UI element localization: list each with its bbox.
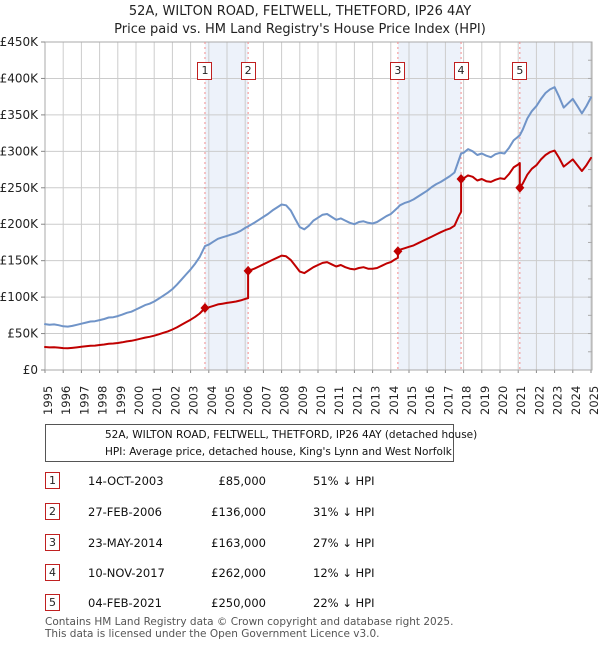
series-hpi — [44, 86, 592, 328]
x-axis-label: 2012 — [350, 386, 364, 415]
transaction-date: 10-NOV-2017 — [88, 566, 165, 580]
sale-marker — [393, 246, 403, 257]
transaction-date: 04-FEB-2021 — [88, 596, 162, 610]
x-axis-label: 2000 — [132, 386, 146, 415]
x-axis-label: 2019 — [478, 386, 492, 415]
licence-footer-line2: This data is licensed under the Open Gov… — [45, 627, 380, 640]
transaction-price: £163,000 — [211, 536, 266, 550]
x-axis-label: 1997 — [77, 386, 91, 415]
x-axis-label: 2016 — [423, 386, 437, 415]
transaction-hpi-delta: 22% ↓ HPI — [313, 596, 375, 610]
x-axis-label: 2008 — [278, 386, 292, 415]
x-axis-label: 2018 — [460, 386, 474, 415]
x-axis-label: 1999 — [114, 386, 128, 415]
transaction-price: £250,000 — [211, 596, 266, 610]
x-axis-label: 1998 — [96, 386, 110, 415]
x-axis-label: 2021 — [514, 386, 528, 415]
x-axis-label: 2009 — [296, 386, 310, 415]
y-axis-label: £200K — [0, 217, 39, 231]
y-axis-label: £400K — [0, 71, 39, 85]
sale-marker — [200, 303, 210, 314]
sale-marker — [243, 265, 253, 276]
y-axis-label: £150K — [0, 254, 39, 268]
chart-legend: 52A, WILTON ROAD, FELTWELL, THETFORD, IP… — [45, 424, 477, 462]
transaction-price: £262,000 — [211, 566, 266, 580]
transaction-row: 3 23-MAY-2014 £163,000 27% ↓ HPI — [45, 534, 565, 552]
transaction-hpi-delta: 51% ↓ HPI — [313, 474, 375, 488]
transaction-row: 2 27-FEB-2006 £136,000 31% ↓ HPI — [45, 503, 565, 521]
licence-footer: Contains HM Land Registry data © Crown c… — [45, 616, 454, 640]
legend-label-hpi: HPI: Average price, detached house, King… — [105, 445, 452, 458]
x-axis-label: 2001 — [150, 386, 164, 415]
x-axis-label: 2015 — [405, 386, 419, 415]
licence-footer-line1: Contains HM Land Registry data © Crown c… — [45, 616, 454, 628]
x-axis-label: 2017 — [441, 386, 455, 415]
transaction-number-badge: 5 — [45, 594, 60, 611]
x-axis-label: 2005 — [223, 386, 237, 415]
x-axis-label: 2023 — [551, 386, 565, 415]
transaction-date: 23-MAY-2014 — [88, 536, 163, 550]
x-axis-label: 2011 — [332, 386, 346, 415]
ownership-band — [397, 42, 462, 370]
transaction-hpi-delta: 31% ↓ HPI — [313, 505, 375, 519]
y-axis-label: £450K — [0, 35, 39, 49]
y-axis-label: £0 — [23, 363, 38, 377]
transaction-row: 1 14-OCT-2003 £85,000 51% ↓ HPI — [45, 472, 565, 490]
x-axis-label: 2010 — [314, 386, 328, 415]
transaction-number-badge: 1 — [45, 472, 60, 489]
legend-item-hpi: HPI: Average price, detached house, King… — [46, 444, 453, 459]
x-axis-label: 2004 — [205, 386, 219, 415]
x-axis-label: 2007 — [259, 386, 273, 415]
ownership-band — [519, 42, 592, 370]
sale-marker — [456, 174, 466, 185]
transaction-row: 4 10-NOV-2017 £262,000 12% ↓ HPI — [45, 564, 565, 582]
page-subtitle: Price paid vs. HM Land Registry's House … — [114, 22, 486, 37]
sale-marker — [515, 182, 525, 193]
x-axis-label: 2022 — [532, 386, 546, 415]
x-axis-label: 2002 — [168, 386, 182, 415]
sale-number-label: 5 — [512, 62, 528, 80]
sale-number-label: 1 — [197, 62, 213, 80]
x-axis-label: 1996 — [59, 386, 73, 415]
transaction-date: 27-FEB-2006 — [88, 505, 162, 519]
x-axis-label: 2013 — [369, 386, 383, 415]
x-axis-label: 2024 — [569, 386, 583, 415]
hpi-line-swatch — [58, 450, 96, 453]
price-paid-line-swatch — [58, 433, 96, 436]
transaction-date: 14-OCT-2003 — [88, 474, 164, 488]
sale-number-label: 3 — [390, 62, 406, 80]
y-axis-label: £100K — [0, 290, 39, 304]
transaction-row: 5 04-FEB-2021 £250,000 22% ↓ HPI — [45, 594, 565, 612]
transaction-price: £85,000 — [218, 474, 266, 488]
transaction-number-badge: 2 — [45, 503, 60, 520]
legend-item-price-paid: 52A, WILTON ROAD, FELTWELL, THETFORD, IP… — [46, 427, 477, 442]
sale-number-label: 4 — [453, 62, 469, 80]
x-axis-label: 2020 — [496, 386, 510, 415]
transaction-number-badge: 3 — [45, 534, 60, 551]
transaction-price: £136,000 — [211, 505, 266, 519]
legend-label-price-paid: 52A, WILTON ROAD, FELTWELL, THETFORD, IP… — [105, 428, 478, 441]
page-title: 52A, WILTON ROAD, FELTWELL, THETFORD, IP… — [128, 4, 472, 19]
x-axis-label: 2025 — [587, 386, 600, 415]
x-axis-label: 2006 — [241, 386, 255, 415]
x-axis-label: 2003 — [187, 386, 201, 415]
y-axis-label: £350K — [0, 108, 39, 122]
y-axis-label: £250K — [0, 181, 39, 195]
sale-number-label: 2 — [240, 62, 256, 80]
transaction-hpi-delta: 27% ↓ HPI — [313, 536, 375, 550]
y-axis-label: £50K — [7, 327, 39, 341]
transaction-number-badge: 4 — [45, 564, 60, 581]
y-axis-label: £300K — [0, 144, 39, 158]
transaction-hpi-delta: 12% ↓ HPI — [313, 566, 375, 580]
x-axis-label: 2014 — [387, 386, 401, 415]
x-axis-label: 1995 — [41, 386, 55, 415]
series-price-paid — [44, 149, 592, 350]
